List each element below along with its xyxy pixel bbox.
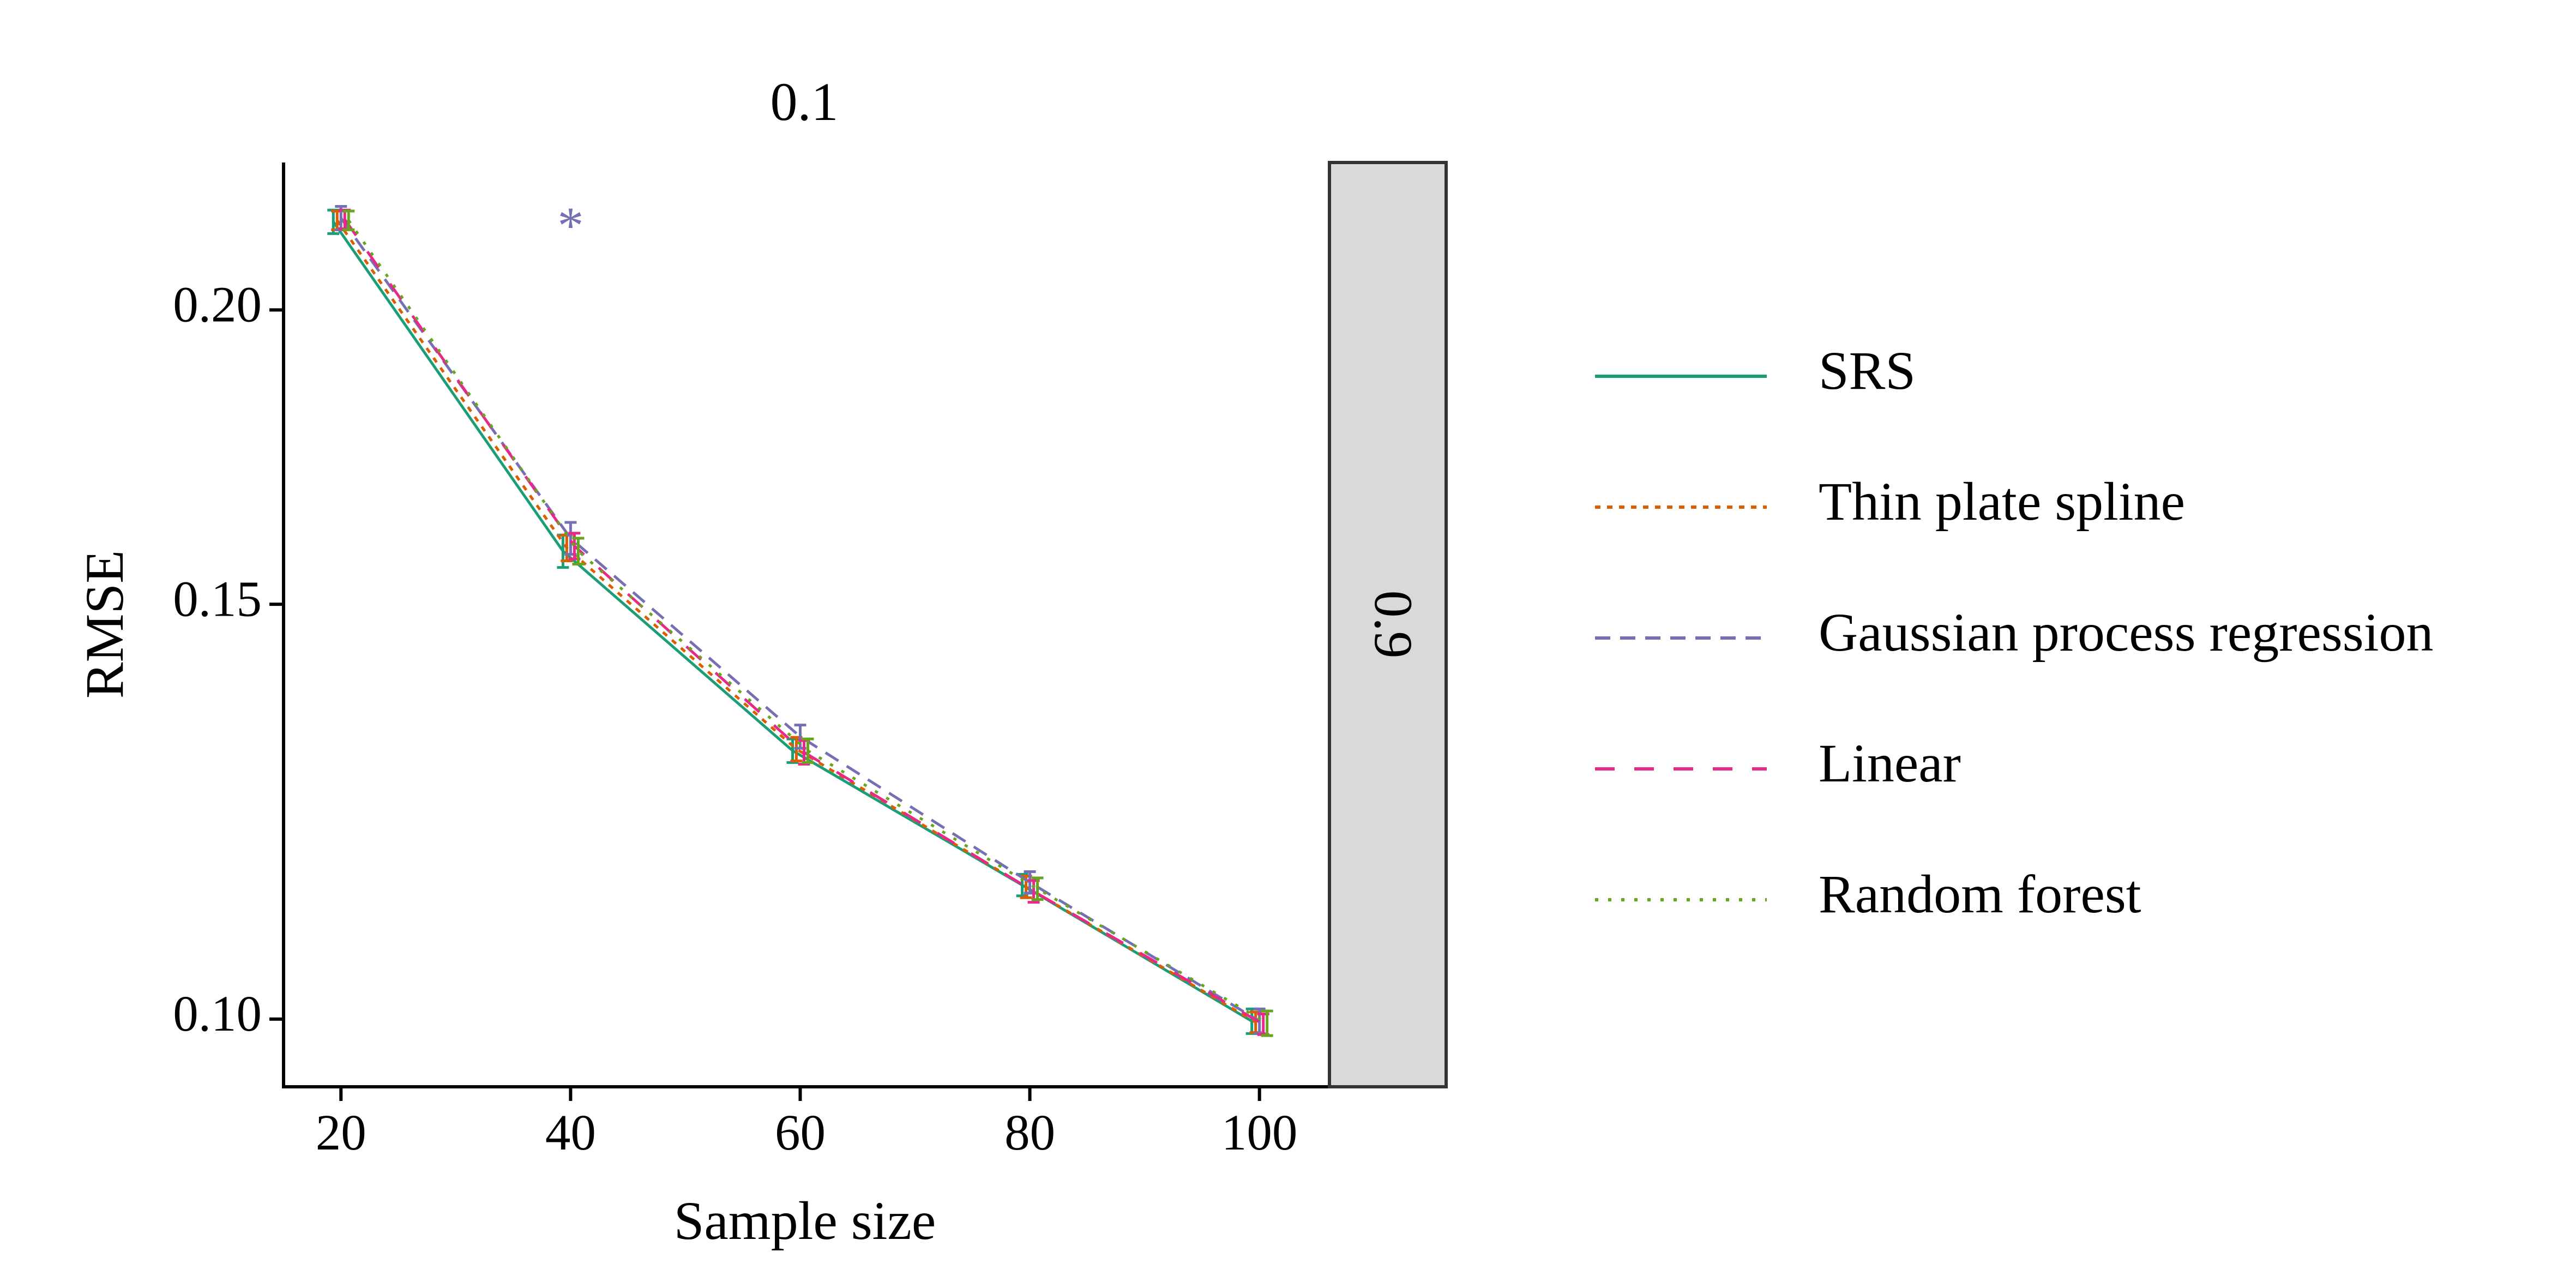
strip-label: 0.9 [1363,591,1424,659]
x-ticks: 20 40 60 80 100 [316,1087,1298,1161]
x-tick-label: 60 [775,1105,826,1161]
plot-area: 0.10 0.15 0.20 20 40 60 80 100 * [173,162,1328,1161]
strip-box [1328,161,1448,1088]
x-tick-label: 100 [1221,1105,1298,1161]
x-tick-label: 20 [316,1105,366,1161]
error-bar [572,537,585,566]
legend-item: SRS [1595,340,1916,401]
legend-label: SRS [1819,340,1916,401]
series-layer: * [327,196,1273,1037]
series-line [344,218,1264,1026]
series-1 [331,209,1262,1034]
series-4 [342,209,1273,1037]
series-line [340,217,1260,1022]
legend-item: Random forest [1595,864,2141,924]
series-line [347,219,1268,1025]
y-tick-label: 0.15 [173,571,262,627]
series-2: * [335,196,1266,1035]
x-tick-label: 40 [545,1105,596,1161]
series-3 [339,208,1269,1036]
legend: SRS Thin plate spline Gaussian process reg… [1595,340,2434,924]
legend-label: Linear [1819,733,1961,793]
legend-label: Random forest [1819,864,2141,924]
outlier-marker: * [557,196,583,255]
facet-strip: 0.9 [1328,161,1448,1088]
legend-item: Thin plate spline [1595,471,2185,532]
series-line [336,219,1256,1024]
legend-label: Gaussian process regression [1819,602,2434,663]
y-tick-label: 0.10 [173,986,262,1042]
legend-label: Thin plate spline [1819,471,2185,532]
legend-item: Gaussian process regression [1595,602,2434,663]
facet-title: 0.1 [771,71,839,132]
x-axis-label: Sample size [674,1190,936,1251]
error-bar [802,737,814,764]
series-0 [327,208,1258,1035]
y-tick-label: 0.20 [173,277,262,333]
error-bar [1261,1009,1273,1037]
y-axis-label: RMSE [74,550,135,699]
legend-item: Linear [1595,733,1961,793]
series-line [332,221,1253,1022]
error-bar [1031,876,1044,901]
x-tick-label: 80 [1004,1105,1055,1161]
y-ticks: 0.10 0.15 0.20 [173,277,284,1042]
error-bar [342,209,355,231]
